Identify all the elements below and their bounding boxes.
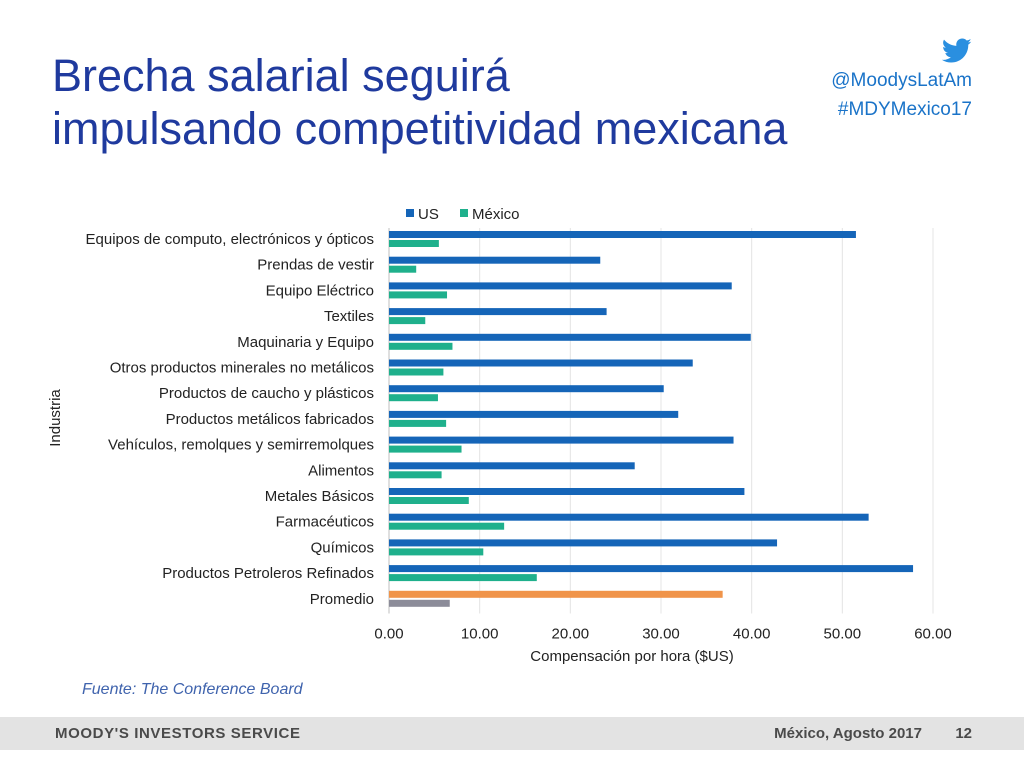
x-tick-label: 50.00 [824,626,862,643]
category-label: Prendas de vestir [257,257,374,274]
legend-label-mexico: México [472,206,520,223]
bar-us [389,410,679,418]
slide-title-line1: Brecha salarial seguirá [52,50,510,101]
source-note: Fuente: The Conference Board [82,681,303,698]
bar-mexico [389,291,448,299]
category-label: Alimentos [308,462,374,479]
category-label: Otros productos minerales no metálicos [110,360,374,377]
social-block: @MoodysLatAm #MDYMexico17 [831,38,972,124]
category-label: Metales Básicos [265,488,374,505]
bar-us [389,385,664,393]
bar-us [389,308,607,316]
category-label: Maquinaria y Equipo [237,334,374,351]
chart-bars [389,231,914,607]
category-label: Productos metálicos fabricados [166,411,374,428]
footer-brand: MOODY'S INVESTORS SERVICE [55,725,301,742]
bar-mexico [389,574,537,582]
bar-us [389,513,869,521]
category-label: Equipo Eléctrico [266,282,374,299]
bar-mexico [389,419,447,427]
category-label: Textiles [324,308,374,325]
bar-mexico [389,240,439,247]
bar-chart: US México Equipos de computo, electrónic… [47,206,952,665]
bar-mexico [389,599,450,607]
legend-swatch-mexico [460,209,468,217]
x-tick-label: 0.00 [374,626,403,643]
bar-mexico [389,471,442,479]
category-label: Promedio [310,591,374,608]
bar-us [389,256,601,264]
category-labels: Equipos de computo, electrónicos y óptic… [86,231,375,608]
x-tick-label: 30.00 [642,626,680,643]
slide-title-line2: impulsando competitividad mexicana [52,102,788,154]
x-tick-label: 10.00 [461,626,499,643]
x-tick-label: 20.00 [552,626,590,643]
social-handle[interactable]: @MoodysLatAm [831,70,972,91]
category-label: Vehículos, remolques y semirremolques [108,437,374,454]
footer-bar: MOODY'S INVESTORS SERVICE México, Agosto… [0,717,1024,750]
bar-us [389,462,635,470]
chart-legend: US México [406,206,520,223]
bar-us [389,565,914,573]
bar-mexico [389,342,453,350]
bar-mexico [389,394,438,402]
legend-label-us: US [418,206,439,223]
category-label: Químicos [311,539,374,556]
bar-mexico [389,368,444,376]
social-hashtag[interactable]: #MDYMexico17 [837,99,972,120]
bar-mexico [389,497,469,504]
y-axis-label: Industria [47,389,64,447]
page-number: 12 [955,725,972,742]
bar-mexico [389,265,417,273]
x-tick-label: 40.00 [733,626,771,643]
x-axis-label: Compensación por hora ($US) [530,648,733,665]
bar-us [389,282,732,290]
bar-us [389,488,745,495]
bar-mexico [389,317,426,325]
x-tick-label: 60.00 [914,626,952,643]
category-label: Equipos de computo, electrónicos y óptic… [86,231,375,248]
bar-mexico [389,445,462,453]
category-label: Productos Petroleros Refinados [162,565,374,582]
bar-mexico [389,548,484,556]
category-label: Farmacéuticos [276,514,374,531]
legend-swatch-us [406,209,414,217]
footer-date: México, Agosto 2017 [774,725,922,742]
bar-mexico [389,522,505,530]
twitter-bird-icon [831,38,972,66]
bar-us [389,590,723,598]
bar-us [389,231,856,238]
x-tick-labels: 0.00 10.00 20.00 30.00 40.00 50.00 60.00 [374,626,951,643]
bar-us [389,436,734,444]
bar-us [389,539,778,547]
bar-us [389,333,751,341]
bar-us [389,359,693,367]
category-label: Productos de caucho y plásticos [159,385,374,402]
slide-title: Brecha salarial seguirá impulsando compe… [52,50,787,155]
